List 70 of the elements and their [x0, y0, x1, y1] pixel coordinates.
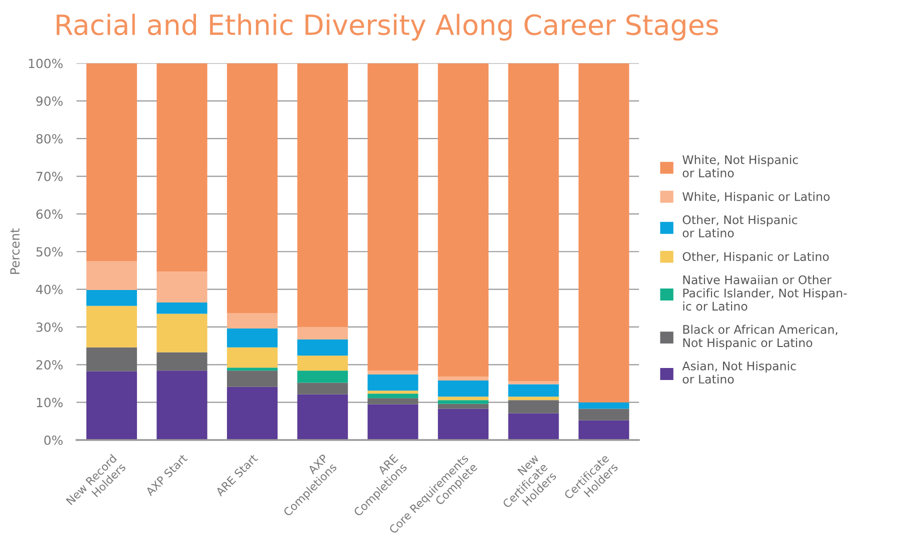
- y-tick-label: 30%: [36, 322, 63, 332]
- bar: [508, 400, 559, 414]
- bar: [578, 63, 630, 402]
- bar: [156, 272, 208, 302]
- bar: [226, 63, 278, 314]
- bar: [438, 380, 489, 397]
- bar: [438, 396, 489, 400]
- y-tick-label: 70%: [36, 172, 63, 182]
- legend-label: White, Not Hispanic or Latino: [682, 155, 798, 178]
- legend-label: White, Hispanic or Latino: [682, 192, 830, 204]
- bar: [368, 404, 418, 440]
- legend-label: Other, Hispanic or Latino: [682, 252, 829, 264]
- bar: [86, 63, 137, 262]
- bar: [438, 376, 489, 380]
- bar: [438, 400, 489, 404]
- legend-label: Asian, Not Hispanic or Latino: [682, 361, 796, 384]
- bar: [297, 382, 348, 394]
- bar: [156, 370, 208, 440]
- bar: [578, 408, 630, 420]
- y-tick-label: 90%: [36, 96, 63, 106]
- y-tick-label: 20%: [36, 360, 63, 370]
- legend-label: Black or African American, Not Hispanic or Latino: [683, 324, 838, 350]
- y-tick-label: 100%: [28, 58, 63, 68]
- bar: [578, 420, 630, 440]
- bar: [297, 339, 348, 356]
- y-tick-label: 0%: [44, 435, 63, 445]
- bar: [368, 398, 418, 404]
- bar: [578, 402, 630, 409]
- legend-label: Native Hawaiian or Other Pacific Islander, Not Hispan- ic or Latino: [683, 275, 847, 311]
- bar: [508, 396, 559, 400]
- y-tick-label: 40%: [36, 284, 63, 294]
- bar: [297, 356, 348, 371]
- bar: [156, 352, 208, 371]
- bar: [156, 302, 208, 314]
- bar: [226, 370, 278, 387]
- bar: [368, 390, 418, 394]
- bar: [226, 347, 278, 368]
- y-tick-label: 10%: [36, 398, 63, 408]
- bar: [86, 306, 137, 348]
- bar: [226, 328, 278, 348]
- bar: [368, 63, 418, 371]
- bar: [86, 347, 137, 372]
- bar: [368, 370, 418, 374]
- bar: [297, 63, 348, 327]
- bar: [86, 290, 137, 306]
- bar: [438, 408, 489, 440]
- bar: [226, 313, 278, 328]
- bar: [438, 404, 489, 409]
- y-tick-label: 50%: [36, 247, 63, 257]
- bar: [297, 370, 348, 383]
- bar: [156, 63, 208, 272]
- bar: [226, 386, 278, 440]
- y-tick-label: 60%: [36, 209, 63, 219]
- y-tick-label: 80%: [36, 134, 63, 144]
- chart-title: Racial and Ethnic Diversity Along Career Stages: [56, 14, 718, 41]
- legend-label: Other, Not Hispanic or Latino: [682, 215, 798, 238]
- bar: [508, 413, 559, 440]
- bar: [438, 63, 489, 377]
- bar: [508, 381, 559, 384]
- bar: [226, 368, 278, 371]
- bar: [156, 314, 208, 352]
- bar: [508, 63, 559, 382]
- bar: [508, 384, 559, 397]
- bar: [297, 394, 348, 440]
- y-axis-title: Percent: [10, 228, 20, 274]
- bar: [368, 394, 418, 398]
- bar: [297, 326, 348, 340]
- bar: [368, 374, 418, 391]
- bar: [86, 261, 137, 290]
- bar: [86, 371, 137, 440]
